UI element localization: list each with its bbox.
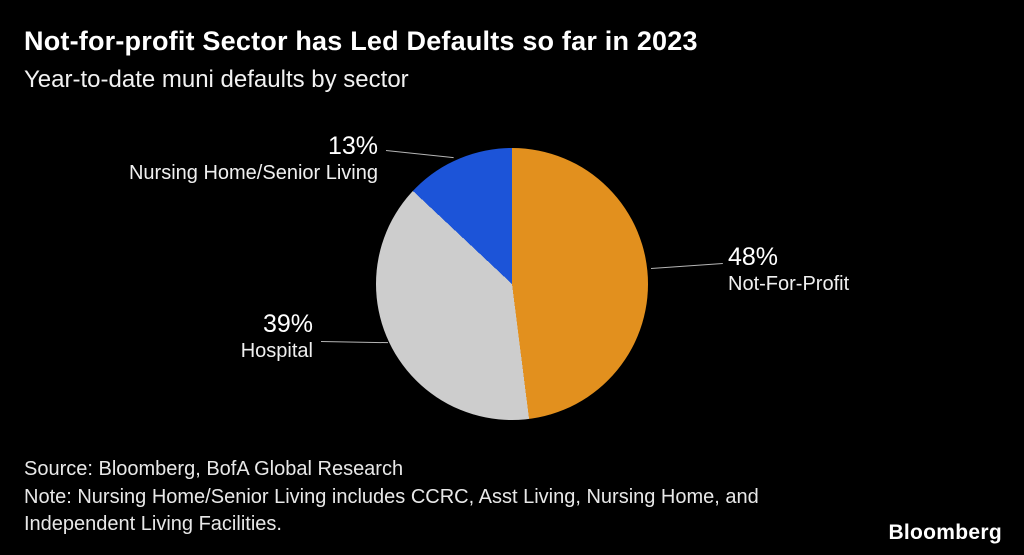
slice-label-hospital: 39% Hospital [175,310,313,364]
chart-subtitle: Year-to-date muni defaults by sector [24,66,409,93]
chart-title: Not-for-profit Sector has Led Defaults s… [24,26,698,56]
slice-name-hospital: Hospital [240,340,313,362]
slice-label-nursing: 13% Nursing Home/Senior Living [95,132,378,186]
leader-line-hospital [320,341,388,344]
leader-line-nursing [385,150,454,159]
pie-chart [376,148,648,420]
leader-line-not-for-profit [650,262,723,269]
slice-pct-hospital: 39% [262,310,313,338]
slice-pct-not-for-profit: 48% [728,243,779,271]
slice-label-not-for-profit: 48% Not-For-Profit [728,243,948,297]
slice-name-not-for-profit: Not-For-Profit [728,273,850,295]
source-text: Source: Bloomberg, BofA Global Research [24,458,404,480]
slice-name-nursing: Nursing Home/Senior Living [128,162,378,184]
slice-pct-nursing: 13% [327,132,378,160]
note-text-line1: Note: Nursing Home/Senior Living include… [24,486,759,508]
bloomberg-logo: Bloomberg [888,521,1002,544]
note-text-line2: Independent Living Facilities. [24,513,282,535]
